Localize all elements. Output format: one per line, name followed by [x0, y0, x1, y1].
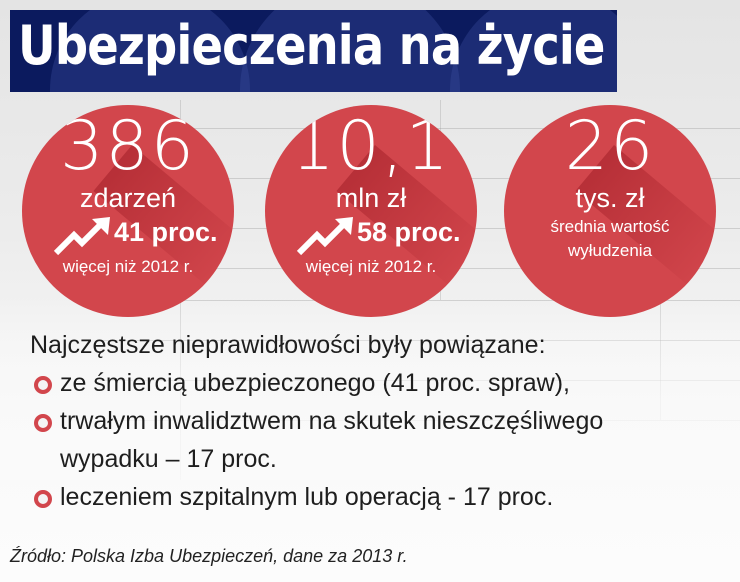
- stat-description-line2: wyłudzenia: [567, 241, 653, 260]
- bullet-ring-icon: [34, 414, 52, 432]
- list-item-text: ze śmiercią ubezpieczonego (41 proc. spr…: [60, 369, 570, 397]
- stat-value: 26: [564, 107, 656, 186]
- stat-circle-average: 26 tys. zł średnia wartość wyłudzenia: [504, 105, 716, 317]
- page-title: Ubezpieczenia na życie: [18, 14, 605, 77]
- stat-value: 10,1: [291, 107, 451, 186]
- trend-up-arrow-icon: [53, 217, 110, 256]
- stat-unit: zdarzeń: [79, 183, 177, 213]
- stat-change: 41 proc.: [114, 217, 218, 247]
- list-item-text-line1: trwałym inwalidztwem na skutek nieszczęś…: [60, 407, 604, 435]
- bullet-ring-icon: [34, 376, 52, 394]
- stat-description-line1: średnia wartość: [550, 217, 670, 236]
- stat-comparison: więcej niż 2012 r.: [305, 257, 437, 276]
- trend-up-arrow-icon: [296, 217, 353, 256]
- source-note: Źródło: Polska Izba Ubezpieczeń, dane za…: [10, 546, 408, 566]
- irregularities-list: Najczęstsze nieprawidłowości były powiąz…: [30, 326, 730, 516]
- stat-value: 386: [60, 107, 196, 186]
- stat-circle-events: 386 zdarzeń 41 proc. więcej niż 2012 r.: [22, 105, 234, 317]
- title-banner: Ubezpieczenia na życie: [10, 10, 617, 92]
- list-item: ze śmiercią ubezpieczonego (41 proc. spr…: [30, 364, 730, 402]
- list-item: leczeniem szpitalnym lub operacją - 17 p…: [30, 478, 730, 516]
- bullet-ring-icon: [34, 490, 52, 508]
- stat-unit: tys. zł: [575, 183, 645, 213]
- list-item: trwałym inwalidztwem na skutek nieszczęś…: [30, 402, 730, 478]
- stat-circle-amount: 10,1 mln zł 58 proc. więcej niż 2012 r.: [265, 105, 477, 317]
- stat-unit: mln zł: [335, 183, 407, 213]
- list-item-text: leczeniem szpitalnym lub operacją - 17 p…: [60, 483, 554, 511]
- stat-comparison: więcej niż 2012 r.: [62, 257, 194, 276]
- list-item-text-line2: wypadku – 17 proc.: [60, 445, 277, 473]
- list-heading: Najczęstsze nieprawidłowości były powiąz…: [30, 331, 546, 359]
- stat-change: 58 proc.: [357, 217, 461, 247]
